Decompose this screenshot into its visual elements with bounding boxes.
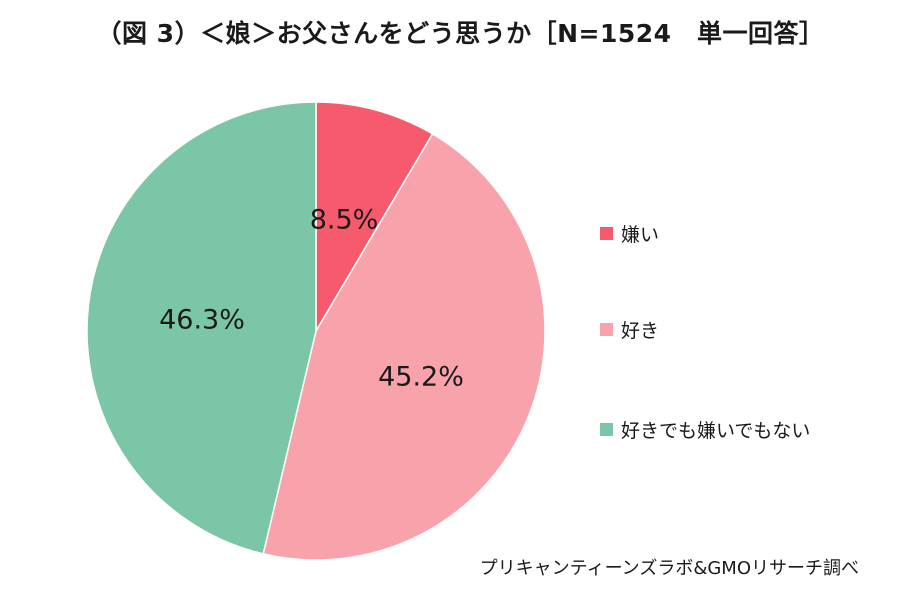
legend-item-neither: 好きでも嫌いでもない <box>600 414 810 444</box>
source-note: プリキャンティーンズラボ&GMOリサーチ調べ <box>479 558 859 579</box>
legend-label-neither: 好きでも嫌いでもない <box>621 419 811 442</box>
data-label-neither: 46.3% <box>159 305 245 336</box>
data-label-dislike: 8.5% <box>310 205 379 236</box>
chart-title: （図 3）＜娘＞お父さんをどう思うか［N=1524 単一回答］ <box>96 19 825 48</box>
legend-swatch-neither <box>600 422 613 436</box>
legend-item-dislike: 嫌い <box>600 218 659 248</box>
slice-dislike <box>315 101 434 334</box>
slice-like <box>262 132 546 561</box>
data-label-like: 45.2% <box>378 362 464 393</box>
legend-label-dislike: 嫌い <box>621 223 660 246</box>
legend-swatch-dislike <box>600 226 613 240</box>
legend-label-like: 好き <box>621 319 660 342</box>
legend-swatch-like <box>600 322 613 336</box>
slice-neither <box>86 101 317 555</box>
legend-item-like: 好き <box>600 314 659 344</box>
